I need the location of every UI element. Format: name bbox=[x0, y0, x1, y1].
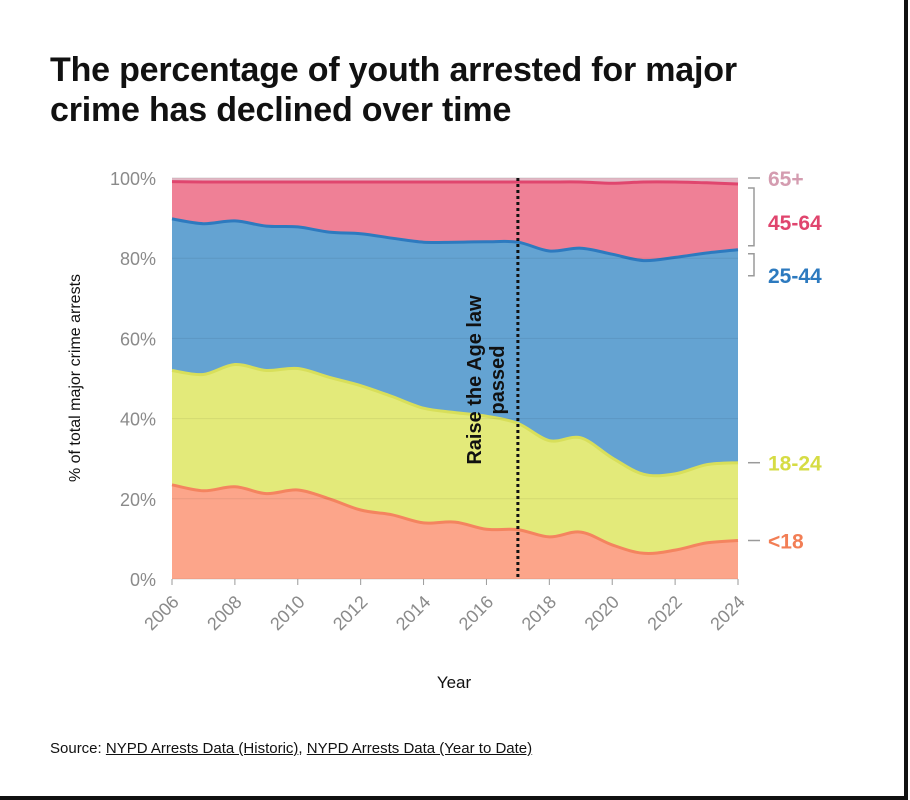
x-tick-label: 2008 bbox=[203, 592, 245, 634]
area-18-24 bbox=[172, 364, 738, 554]
source-link-historic[interactable]: NYPD Arrests Data (Historic) bbox=[105, 740, 299, 757]
line-45-64 bbox=[171, 180, 739, 186]
y-tick-label: 20% bbox=[120, 490, 156, 510]
y-tick-label: 80% bbox=[120, 249, 156, 269]
series-lines bbox=[171, 177, 739, 580]
x-tick-label: 2022 bbox=[643, 592, 685, 634]
x-axis-ticks: 2006 2008 2010 2012 2014 2016 2018 2020 2022 2024 bbox=[140, 579, 749, 634]
annotation: Raise the Age law passed bbox=[464, 178, 520, 579]
source-link-ytd[interactable]: NYPD Arrests Data (Year to Date) bbox=[306, 740, 533, 757]
area-45-64 bbox=[172, 181, 738, 261]
legend-bracket-25-44 bbox=[748, 253, 755, 277]
legend-label-25-44: 25-44 bbox=[768, 265, 822, 288]
legend-label-18-24: 18-24 bbox=[768, 453, 822, 476]
legend-bracket-45-64 bbox=[748, 187, 755, 247]
x-axis-label: Year bbox=[437, 673, 472, 692]
legend-label-45-64: 45-64 bbox=[768, 212, 822, 235]
source-separator: , bbox=[298, 740, 307, 757]
annotation-text-line1: Raise the Age law bbox=[464, 295, 486, 465]
y-tick-label: 0% bbox=[130, 570, 156, 590]
x-tick-label: 2016 bbox=[455, 592, 497, 634]
x-tick-label: 2014 bbox=[392, 592, 434, 634]
line-under-18 bbox=[171, 483, 739, 555]
legend: 65+ 45-64 25-44 18-24 <18 bbox=[748, 168, 822, 554]
y-tick-label: 60% bbox=[120, 329, 156, 349]
x-tick-label: 2012 bbox=[329, 592, 371, 634]
legend-label-65-plus: 65+ bbox=[768, 168, 804, 191]
x-tick-label: 2020 bbox=[581, 592, 623, 634]
legend-label-under-18: <18 bbox=[768, 531, 804, 554]
y-axis-label: % of total major crime arrests bbox=[67, 274, 84, 482]
series-areas bbox=[172, 178, 738, 579]
source-note: Source: NYPD Arrests Data (Historic), NY… bbox=[50, 740, 532, 757]
area-18 bbox=[172, 484, 738, 579]
line-18-24 bbox=[171, 362, 739, 478]
x-tick-label: 2010 bbox=[266, 592, 308, 634]
y-axis-ticks: 0% 20% 40% 60% 80% 100% bbox=[110, 169, 156, 590]
source-prefix: Source: bbox=[50, 740, 106, 757]
x-tick-label: 2006 bbox=[140, 592, 182, 634]
x-tick-label: 2024 bbox=[706, 592, 748, 634]
y-tick-label: 40% bbox=[120, 410, 156, 430]
chart-title: The percentage of youth arrested for maj… bbox=[50, 51, 737, 129]
line-25-44 bbox=[171, 217, 739, 263]
annotation-text-line2: passed bbox=[487, 346, 509, 415]
x-tick-label: 2018 bbox=[518, 592, 560, 634]
area-25-44 bbox=[172, 218, 738, 476]
y-tick-label: 100% bbox=[110, 169, 156, 189]
